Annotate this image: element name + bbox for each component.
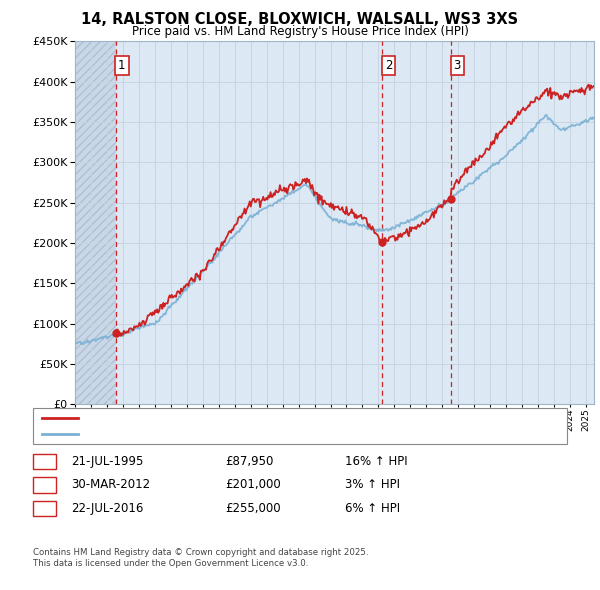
Text: 1: 1 xyxy=(41,455,48,468)
Text: 14, RALSTON CLOSE, BLOXWICH, WALSALL, WS3 3XS (detached house): 14, RALSTON CLOSE, BLOXWICH, WALSALL, WS… xyxy=(81,413,452,423)
Text: £255,000: £255,000 xyxy=(225,502,281,515)
Text: 2: 2 xyxy=(385,59,392,72)
Text: 2: 2 xyxy=(41,478,48,491)
Text: 16% ↑ HPI: 16% ↑ HPI xyxy=(345,455,407,468)
Text: 14, RALSTON CLOSE, BLOXWICH, WALSALL, WS3 3XS: 14, RALSTON CLOSE, BLOXWICH, WALSALL, WS… xyxy=(82,12,518,27)
Bar xyxy=(75,41,116,404)
Text: 1: 1 xyxy=(118,59,125,72)
Text: 21-JUL-1995: 21-JUL-1995 xyxy=(71,455,143,468)
Text: 22-JUL-2016: 22-JUL-2016 xyxy=(71,502,143,515)
Text: Contains HM Land Registry data © Crown copyright and database right 2025.
This d: Contains HM Land Registry data © Crown c… xyxy=(33,548,368,568)
Text: HPI: Average price, detached house, Walsall: HPI: Average price, detached house, Wals… xyxy=(81,429,311,439)
Text: 30-MAR-2012: 30-MAR-2012 xyxy=(71,478,150,491)
Text: 3% ↑ HPI: 3% ↑ HPI xyxy=(345,478,400,491)
Text: 3: 3 xyxy=(454,59,461,72)
Text: £87,950: £87,950 xyxy=(225,455,274,468)
Text: £201,000: £201,000 xyxy=(225,478,281,491)
Text: 6% ↑ HPI: 6% ↑ HPI xyxy=(345,502,400,515)
Text: Price paid vs. HM Land Registry's House Price Index (HPI): Price paid vs. HM Land Registry's House … xyxy=(131,25,469,38)
Text: 3: 3 xyxy=(41,502,48,515)
